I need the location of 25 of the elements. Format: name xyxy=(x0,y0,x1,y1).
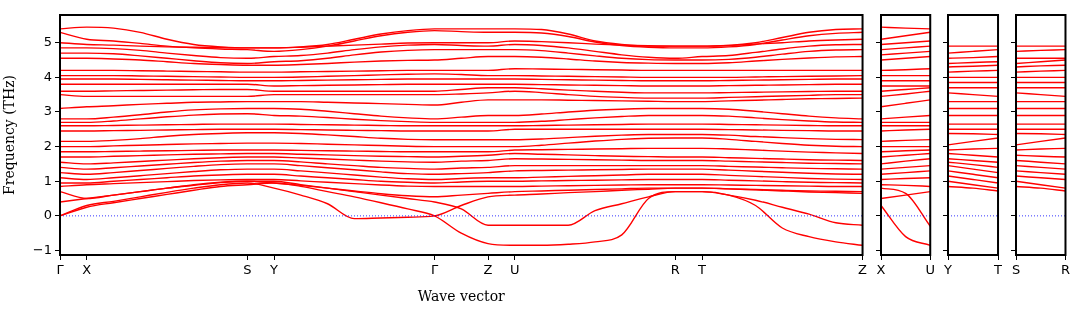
x-axis-title: Wave vector xyxy=(417,288,506,305)
y-tick-label: 1 xyxy=(43,172,52,188)
x-tick-label: Γ xyxy=(56,262,65,278)
x-tick-label: U xyxy=(925,262,935,278)
x-tick-label: Γ xyxy=(430,262,439,278)
y-tick-label: 4 xyxy=(43,68,52,84)
x-tick-label: Y xyxy=(943,262,953,278)
y-tick-label: 5 xyxy=(43,34,52,50)
x-tick-label: T xyxy=(993,262,1003,278)
x-tick-label: S xyxy=(1011,262,1021,278)
x-tick-label: X xyxy=(876,262,886,278)
x-tick-label: Y xyxy=(269,262,279,278)
x-tick-label: T xyxy=(697,262,707,278)
y-axis-title: Frequency (THz) xyxy=(1,74,18,196)
x-tick-label: R xyxy=(1060,262,1071,278)
x-tick-label: Z xyxy=(483,262,493,278)
y-tick-label: 3 xyxy=(43,103,52,119)
y-tick-label: −1 xyxy=(32,241,52,257)
x-tick-label: R xyxy=(670,262,680,278)
y-tick-label: 0 xyxy=(43,207,52,223)
x-tick-label: X xyxy=(82,262,92,278)
x-tick-label: U xyxy=(510,262,520,278)
x-tick-label: S xyxy=(243,262,252,278)
y-tick-label: 2 xyxy=(43,137,52,153)
x-tick-label: Z xyxy=(858,262,868,278)
